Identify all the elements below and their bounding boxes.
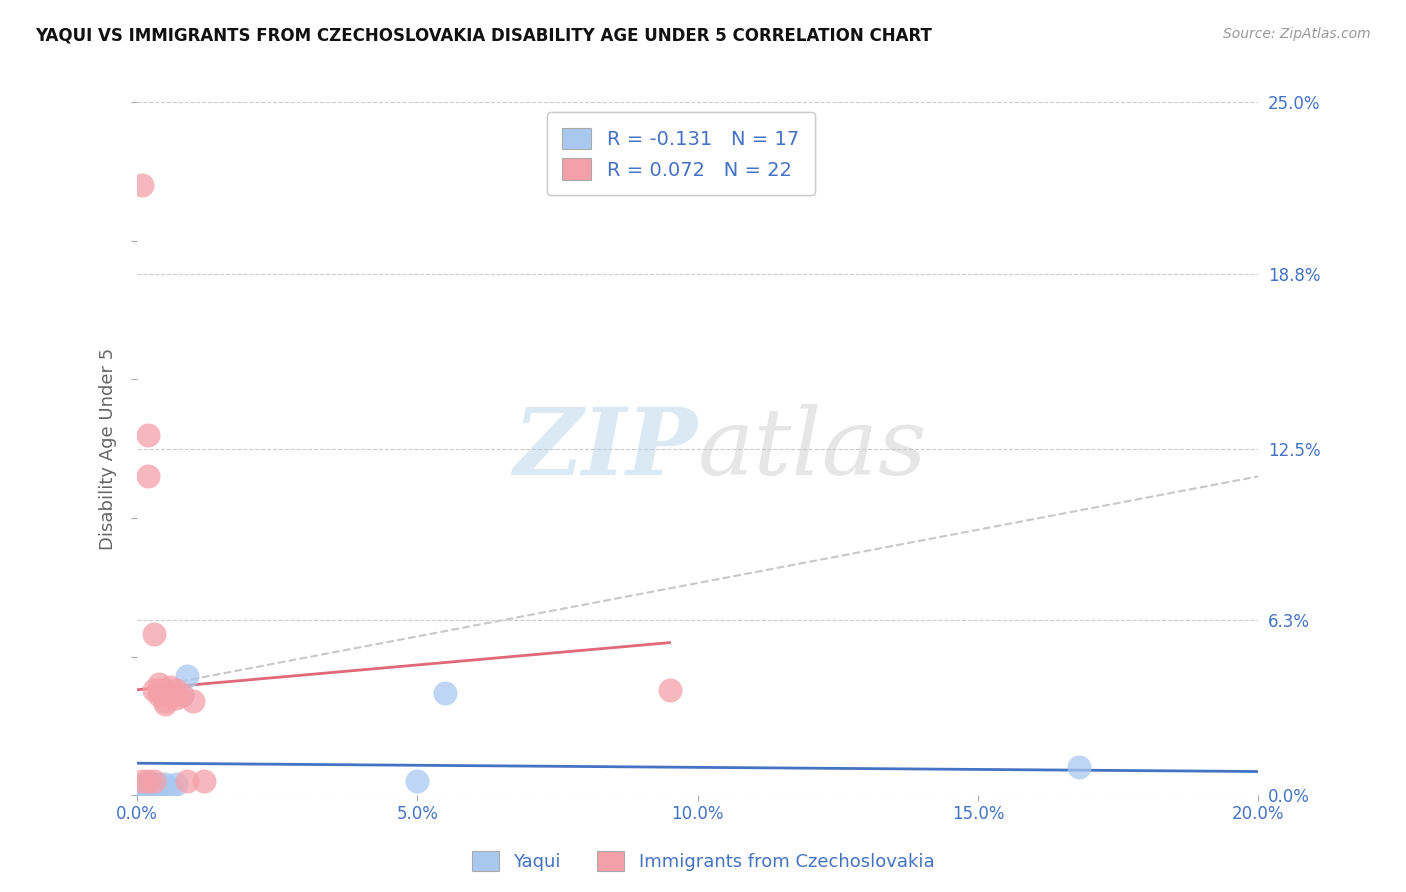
Point bbox=[159, 680, 181, 694]
Point bbox=[658, 682, 681, 697]
Point bbox=[131, 782, 153, 797]
Point bbox=[136, 777, 159, 791]
Text: Source: ZipAtlas.com: Source: ZipAtlas.com bbox=[1223, 27, 1371, 41]
Point bbox=[434, 685, 457, 699]
Text: ZIP: ZIP bbox=[513, 404, 697, 493]
Text: YAQUI VS IMMIGRANTS FROM CZECHOSLOVAKIA DISABILITY AGE UNDER 5 CORRELATION CHART: YAQUI VS IMMIGRANTS FROM CZECHOSLOVAKIA … bbox=[35, 27, 932, 45]
Point bbox=[142, 782, 165, 797]
Point bbox=[153, 777, 176, 791]
Point bbox=[159, 780, 181, 794]
Point bbox=[406, 774, 429, 789]
Point bbox=[142, 627, 165, 641]
Point bbox=[153, 682, 176, 697]
Point bbox=[131, 780, 153, 794]
Point bbox=[142, 682, 165, 697]
Point bbox=[142, 777, 165, 791]
Point bbox=[148, 682, 170, 697]
Point bbox=[153, 694, 176, 708]
Legend: R = -0.131   N = 17, R = 0.072   N = 22: R = -0.131 N = 17, R = 0.072 N = 22 bbox=[547, 112, 815, 195]
Point bbox=[142, 780, 165, 794]
Point bbox=[136, 469, 159, 483]
Point bbox=[165, 691, 187, 706]
Point bbox=[193, 774, 215, 789]
Point bbox=[136, 782, 159, 797]
Point bbox=[131, 774, 153, 789]
Point bbox=[181, 694, 204, 708]
Point bbox=[148, 677, 170, 691]
Point bbox=[148, 777, 170, 791]
Y-axis label: Disability Age Under 5: Disability Age Under 5 bbox=[100, 348, 117, 549]
Legend: Yaqui, Immigrants from Czechoslovakia: Yaqui, Immigrants from Czechoslovakia bbox=[464, 844, 942, 879]
Point bbox=[153, 697, 176, 711]
Point bbox=[136, 427, 159, 442]
Point bbox=[176, 774, 198, 789]
Point bbox=[165, 777, 187, 791]
Text: atlas: atlas bbox=[697, 404, 927, 493]
Point bbox=[176, 669, 198, 683]
Point bbox=[1067, 760, 1090, 774]
Point bbox=[148, 688, 170, 702]
Point bbox=[131, 178, 153, 193]
Point bbox=[170, 688, 193, 702]
Point bbox=[148, 780, 170, 794]
Point bbox=[142, 774, 165, 789]
Point bbox=[136, 774, 159, 789]
Point bbox=[165, 682, 187, 697]
Point bbox=[170, 688, 193, 702]
